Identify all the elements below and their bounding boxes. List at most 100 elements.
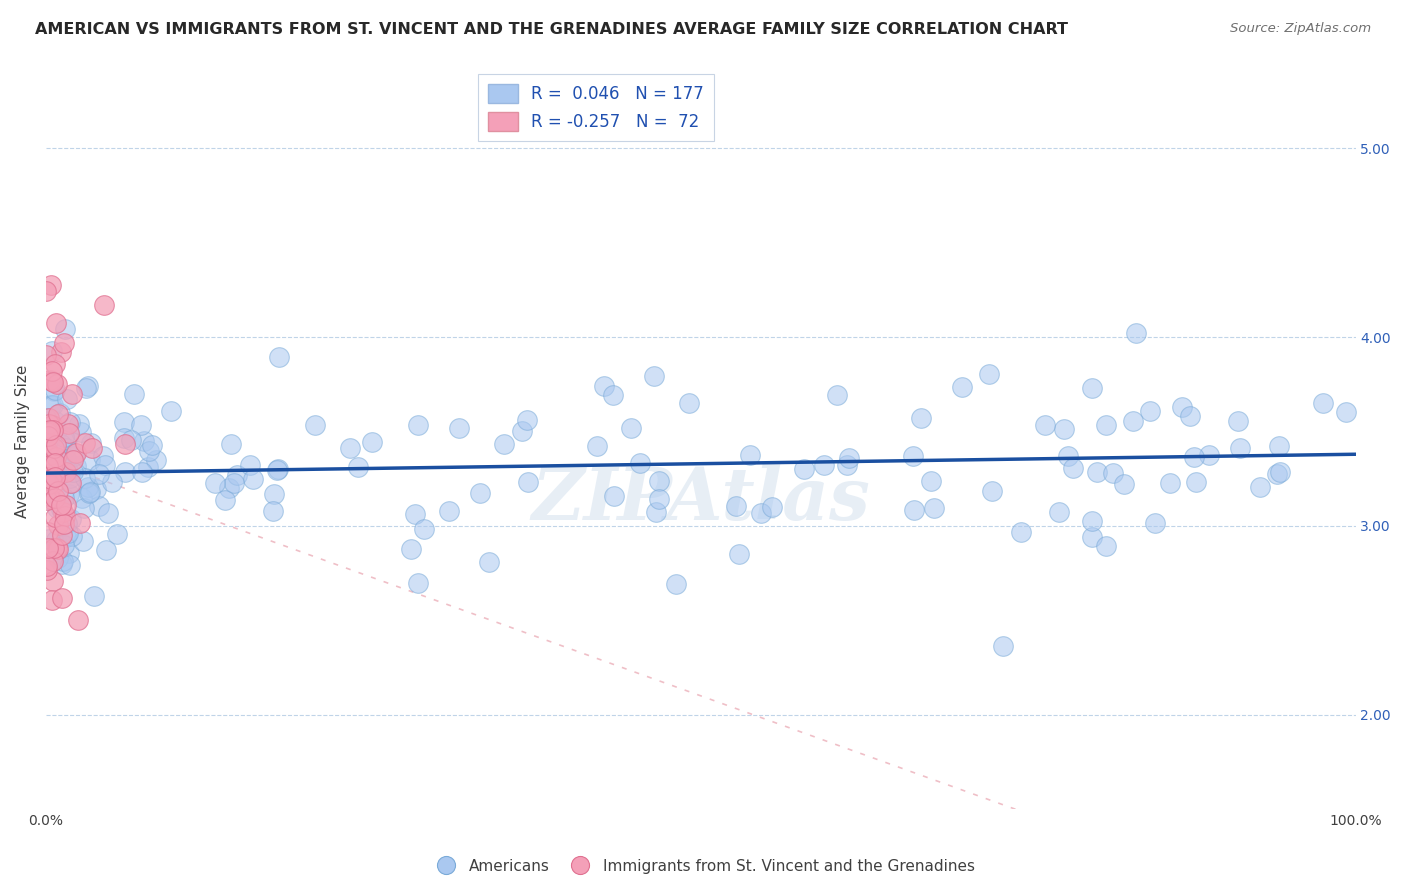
Point <box>628 456 651 470</box>
Point <box>1010 524 1032 539</box>
Point <box>44 491 66 506</box>
Point <box>35 348 58 362</box>
Point <box>59 475 82 490</box>
Point <box>46 407 69 421</box>
Point <box>44 470 66 484</box>
Point <box>35 443 58 458</box>
Point <box>60 512 83 526</box>
Point <box>406 418 429 433</box>
Point <box>408 576 430 591</box>
Point <box>70 425 93 440</box>
Point <box>160 404 183 418</box>
Point <box>1080 381 1102 395</box>
Point <box>38 489 60 503</box>
Point <box>52 430 75 444</box>
Point <box>825 388 848 402</box>
Point <box>478 554 501 568</box>
Point <box>91 449 114 463</box>
Point <box>56 392 79 407</box>
Point <box>122 387 145 401</box>
Point <box>58 487 80 501</box>
Point <box>1102 466 1125 480</box>
Point <box>37 559 59 574</box>
Point <box>53 491 76 505</box>
Point <box>39 491 62 506</box>
Point <box>72 500 94 515</box>
Point <box>1053 422 1076 436</box>
Point <box>39 277 62 292</box>
Text: AMERICAN VS IMMIGRANTS FROM ST. VINCENT AND THE GRENADINES AVERAGE FAMILY SIZE C: AMERICAN VS IMMIGRANTS FROM ST. VINCENT … <box>35 22 1069 37</box>
Point <box>339 441 361 455</box>
Point <box>903 503 925 517</box>
Point <box>52 505 75 519</box>
Point <box>42 541 65 556</box>
Point <box>87 467 110 482</box>
Point <box>94 542 117 557</box>
Point <box>41 364 63 378</box>
Point <box>35 410 58 425</box>
Point <box>620 420 643 434</box>
Point <box>62 452 84 467</box>
Point <box>138 444 160 458</box>
Point <box>69 516 91 530</box>
Point <box>41 374 63 388</box>
Point <box>602 489 624 503</box>
Point <box>1081 530 1104 544</box>
Point <box>42 574 65 589</box>
Point <box>980 484 1002 499</box>
Point <box>44 456 66 470</box>
Point <box>222 476 245 491</box>
Point <box>77 486 100 500</box>
Point <box>1159 476 1181 491</box>
Point <box>42 554 65 568</box>
Point <box>910 410 932 425</box>
Point <box>73 471 96 485</box>
Point <box>38 417 60 432</box>
Point <box>77 379 100 393</box>
Point <box>42 423 65 437</box>
Point <box>1057 449 1080 463</box>
Point <box>44 414 66 428</box>
Point <box>55 465 77 479</box>
Point <box>749 507 772 521</box>
Point <box>62 465 84 479</box>
Point <box>239 458 262 473</box>
Point <box>49 502 72 516</box>
Point <box>114 465 136 479</box>
Point <box>1184 475 1206 489</box>
Point <box>214 493 236 508</box>
Point <box>39 472 62 486</box>
Point <box>52 554 75 568</box>
Point <box>35 492 58 507</box>
Point <box>761 500 783 515</box>
Point <box>58 546 80 560</box>
Point <box>263 487 285 501</box>
Point <box>1334 405 1357 419</box>
Point <box>59 416 82 430</box>
Point <box>35 476 58 491</box>
Point <box>645 505 668 519</box>
Point <box>304 418 326 433</box>
Point <box>1268 465 1291 479</box>
Point <box>977 368 1000 382</box>
Point <box>105 527 128 541</box>
Point <box>35 436 58 450</box>
Point <box>94 458 117 473</box>
Point <box>58 425 80 440</box>
Point <box>1122 414 1144 428</box>
Point <box>1171 400 1194 414</box>
Point <box>1265 467 1288 481</box>
Point <box>42 441 65 455</box>
Point <box>80 436 103 450</box>
Point <box>46 423 69 437</box>
Point <box>65 445 87 459</box>
Point <box>38 448 60 462</box>
Y-axis label: Average Family Size: Average Family Size <box>15 364 30 517</box>
Point <box>141 438 163 452</box>
Point <box>37 524 59 539</box>
Point <box>51 591 73 605</box>
Point <box>1312 396 1334 410</box>
Point <box>593 379 616 393</box>
Point <box>67 417 90 431</box>
Point <box>262 504 284 518</box>
